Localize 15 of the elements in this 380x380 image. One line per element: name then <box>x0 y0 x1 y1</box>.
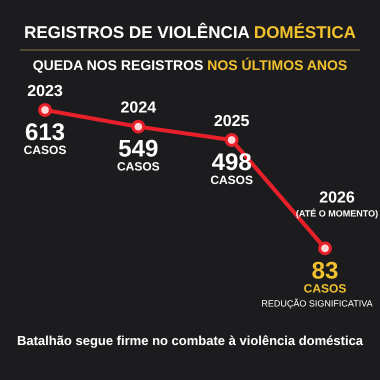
annotation: (ATÉ O MOMENTO) <box>296 208 378 218</box>
x-tick-label: 2024 <box>120 100 156 117</box>
text: REDUÇÃO SIGNIFICATIVA <box>261 298 373 308</box>
x-tick-label: 2023 <box>27 83 63 100</box>
data-label: 613 <box>24 119 66 146</box>
chart-subtitle: QUEDA NOS REGISTROS NOS ÚLTIMOS ANOS <box>32 57 348 73</box>
annotation: CASOS <box>24 143 66 157</box>
x-tick-label: 2025 <box>214 113 250 130</box>
x-tick-label: 2026 <box>319 189 355 206</box>
point <box>224 133 239 147</box>
chart-title: REGISTROS DE VIOLÊNCIA DOMÉSTICA <box>24 22 356 42</box>
point <box>318 241 332 256</box>
point <box>38 103 52 117</box>
point <box>131 120 146 134</box>
text: Batalhão segue firme no combate à violência doméstica <box>16 333 364 348</box>
